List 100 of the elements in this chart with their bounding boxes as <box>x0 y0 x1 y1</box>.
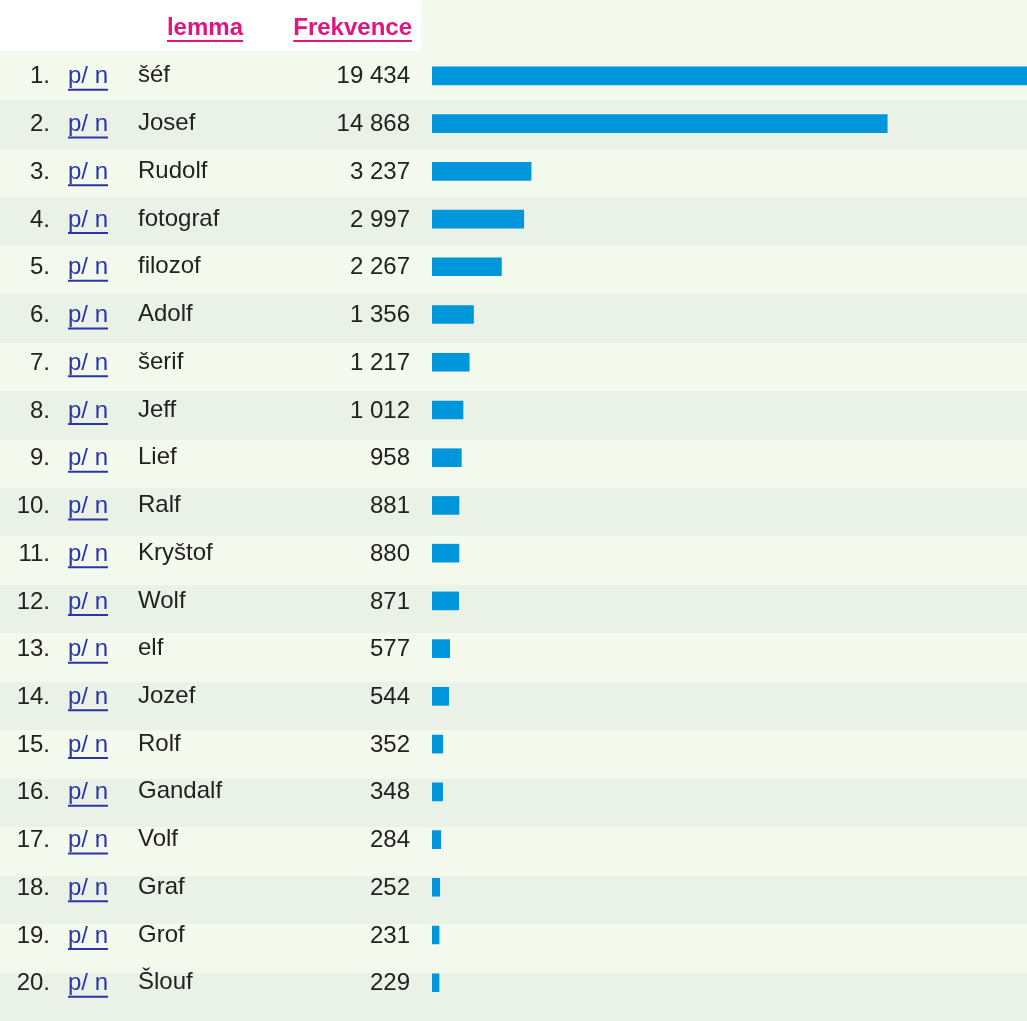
text: 19. <box>16 920 50 948</box>
text: p/ n <box>68 443 109 471</box>
y-tick-label: Wolf <box>138 585 186 613</box>
y-tick-label: elf <box>138 633 164 661</box>
y-tick-label: Gandalf <box>138 776 223 804</box>
text: 4. <box>29 204 50 232</box>
text: p/ n <box>68 395 109 423</box>
x-axis-title: Frekvence <box>293 12 412 40</box>
text: p/ n <box>68 538 109 566</box>
text: 10. <box>16 491 50 519</box>
data-label: 1 356 <box>349 300 410 328</box>
data-label: 880 <box>369 538 410 566</box>
data-label: 348 <box>369 777 410 805</box>
y-tick-label: šerif <box>138 346 184 374</box>
y-tick-label: Grof <box>138 919 186 947</box>
text: p/ n <box>68 825 109 853</box>
data-label: 1 012 <box>349 395 410 423</box>
bar <box>432 400 464 420</box>
y-tick-label: Lief <box>138 442 178 470</box>
data-label: 252 <box>369 872 410 900</box>
text: p/ n <box>68 872 109 900</box>
bar <box>432 496 460 515</box>
bar <box>432 209 525 229</box>
text: p/ n <box>68 491 109 519</box>
text: 9. <box>29 443 50 471</box>
text: p/ n <box>68 156 109 184</box>
y-tick-label: Šlouf <box>138 967 194 995</box>
text: 11. <box>18 538 50 566</box>
bar <box>432 448 462 468</box>
y-tick-label: Adolf <box>138 299 194 327</box>
text: p/ n <box>68 681 109 709</box>
y-tick-label: Kryštof <box>138 537 214 565</box>
y-axis-title: lemma <box>166 12 244 40</box>
bar <box>432 925 440 945</box>
text: p/ n <box>68 347 109 375</box>
bar <box>432 639 450 658</box>
bar <box>432 66 1027 86</box>
data-label: 2 267 <box>349 252 410 280</box>
bar <box>432 687 449 706</box>
bar <box>432 114 888 133</box>
text: 6. <box>29 300 50 328</box>
text: 17. <box>16 825 50 853</box>
data-label: 231 <box>369 920 410 948</box>
text: p/ n <box>68 968 109 996</box>
bar <box>432 543 460 563</box>
text: p/ n <box>68 109 109 137</box>
text: p/ n <box>68 586 109 614</box>
data-label: 3 237 <box>349 156 410 184</box>
y-tick-label: Graf <box>138 871 186 899</box>
data-label: 871 <box>369 586 410 614</box>
bar <box>432 877 441 897</box>
data-label: 284 <box>369 825 410 853</box>
y-tick-label: Volf <box>138 824 179 852</box>
text: p/ n <box>68 204 109 232</box>
bar <box>432 257 502 277</box>
y-tick-label: Rudolf <box>138 155 208 183</box>
data-label: 14 868 <box>336 109 410 137</box>
y-tick-label: filozof <box>138 251 202 279</box>
y-tick-label: Rolf <box>138 728 182 756</box>
text: p/ n <box>68 777 109 805</box>
y-tick-label: Jeff <box>138 394 177 422</box>
bar <box>432 352 470 372</box>
data-label: 544 <box>369 681 410 709</box>
text: 8. <box>29 395 50 423</box>
bar <box>432 782 443 802</box>
text: 18. <box>16 872 50 900</box>
text: p/ n <box>68 729 109 757</box>
data-label: 881 <box>369 491 410 519</box>
bar <box>432 162 532 181</box>
bar <box>432 973 440 993</box>
data-label: 1 217 <box>349 347 410 375</box>
text: 13. <box>16 634 50 662</box>
y-tick-label: šéf <box>138 60 171 88</box>
text: p/ n <box>68 300 109 328</box>
bar <box>432 734 444 754</box>
bar <box>432 305 474 324</box>
y-tick-label: Ralf <box>138 490 182 518</box>
text: p/ n <box>68 61 109 89</box>
text: 2. <box>29 109 50 137</box>
text: 12. <box>16 586 50 614</box>
data-label: 958 <box>369 443 410 471</box>
text: 20. <box>16 968 50 996</box>
text: 7. <box>29 347 50 375</box>
text: p/ n <box>68 920 109 948</box>
text: 14. <box>16 681 50 709</box>
text: 5. <box>29 252 50 280</box>
data-label: 2 997 <box>349 204 410 232</box>
data-label: 577 <box>369 634 410 662</box>
y-tick-label: Jozef <box>138 680 196 708</box>
text: 16. <box>16 777 50 805</box>
bar <box>432 591 459 611</box>
bar <box>432 830 442 849</box>
data-label: 352 <box>369 729 410 757</box>
text: 15. <box>16 729 50 757</box>
y-tick-label: Josef <box>138 108 196 136</box>
text: p/ n <box>68 634 109 662</box>
text: 3. <box>29 156 50 184</box>
data-label: 19 434 <box>336 61 410 89</box>
text: 1. <box>29 61 50 89</box>
data-label: 229 <box>369 968 410 996</box>
